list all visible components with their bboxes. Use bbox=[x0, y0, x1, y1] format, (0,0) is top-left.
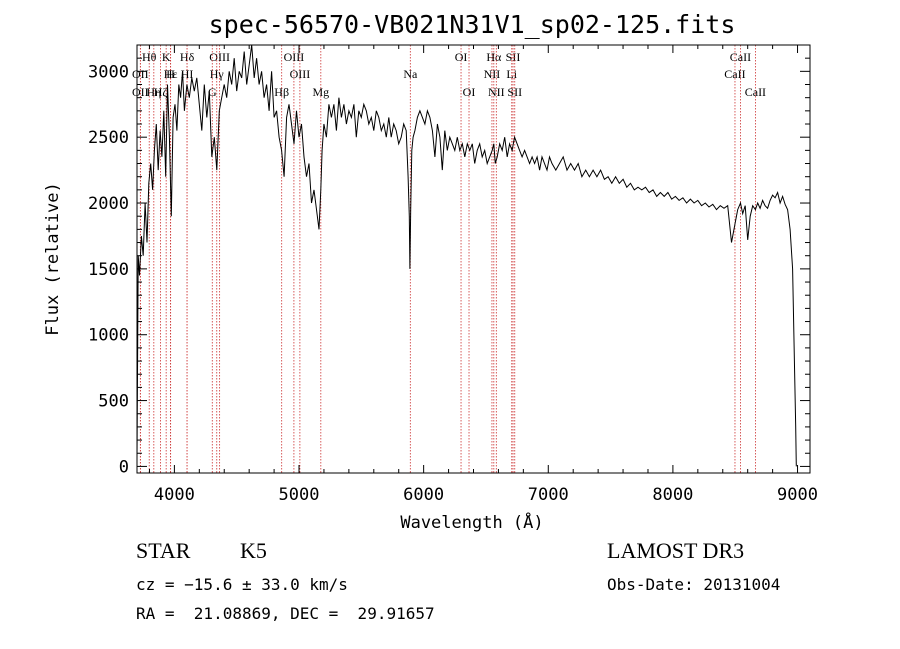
y-tick-label: 2500 bbox=[88, 128, 129, 148]
spectral-line-label: Hα bbox=[486, 50, 502, 64]
y-tick-label: 2000 bbox=[88, 194, 129, 214]
spectral-line-label: Hβ bbox=[274, 85, 289, 99]
x-tick-label: 7000 bbox=[528, 485, 569, 505]
spectral-line-label: SII bbox=[507, 85, 522, 99]
spectral-line-label: NII bbox=[488, 85, 505, 99]
object-subclass: K5 bbox=[240, 538, 267, 563]
spectral-line-label: Hζ bbox=[154, 85, 168, 99]
x-tick-label: 8000 bbox=[652, 485, 693, 505]
x-tick-label: 6000 bbox=[403, 485, 444, 505]
spectral-line-label: CaII bbox=[730, 50, 751, 64]
spectral-line-label: OIII bbox=[290, 67, 311, 81]
coordinates: RA = 21.08869, DEC = 29.91657 bbox=[136, 604, 435, 623]
spectral-line-label: Hε bbox=[164, 67, 178, 81]
spectral-line-label: Li bbox=[506, 67, 517, 81]
spectral-line-label: H bbox=[166, 67, 175, 81]
x-tick-label: 9000 bbox=[777, 485, 818, 505]
x-tick-label: 4000 bbox=[154, 485, 195, 505]
y-tick-label: 1500 bbox=[88, 260, 129, 280]
spectral-line-label: OI bbox=[455, 50, 468, 64]
x-tick-label: 5000 bbox=[279, 485, 320, 505]
y-axis-label: Flux (relative) bbox=[43, 182, 63, 336]
spectral-line-label: OIII bbox=[209, 50, 230, 64]
spectral-line-label: Hη bbox=[146, 85, 161, 99]
spectral-line-label: OII bbox=[132, 85, 149, 99]
spectral-line-label: CaII bbox=[745, 85, 766, 99]
spectral-line-label: Hθ bbox=[142, 50, 157, 64]
y-tick-label: 1000 bbox=[88, 326, 129, 346]
spectral-line-label: OI bbox=[463, 85, 476, 99]
spectral-line-label: OIII bbox=[284, 50, 305, 64]
y-tick-label: 500 bbox=[98, 392, 129, 412]
spectral-line-label: Hγ bbox=[210, 67, 225, 81]
object-class: STAR bbox=[136, 538, 191, 563]
spectral-line-label: SII bbox=[506, 50, 521, 64]
chart-title: spec-56570-VB021N31V1_sp02-125.fits bbox=[209, 10, 736, 39]
spectral-line-label: OII bbox=[132, 67, 149, 81]
axes-layer: 4000 5000 6000 7000 8000 9000 0 500 1000 1500 2000… bbox=[88, 45, 818, 505]
spectral-line-label: HI bbox=[181, 67, 194, 81]
spectral-line-label: G bbox=[208, 85, 217, 99]
spectral-line-label: CaII bbox=[724, 67, 745, 81]
spectral-line-label: Mg bbox=[312, 85, 329, 99]
spectral-line-label: Na bbox=[403, 67, 418, 81]
redshift-velocity: cz = −15.6 ± 33.0 km/s bbox=[136, 575, 348, 594]
y-tick-label: 0 bbox=[119, 457, 129, 477]
observation-date: Obs-Date: 20131004 bbox=[607, 575, 781, 594]
spectrum-layer bbox=[136, 44, 797, 467]
plot-frame bbox=[136, 44, 811, 474]
survey-name: LAMOST DR3 bbox=[607, 538, 745, 563]
y-tick-label: 3000 bbox=[88, 62, 129, 82]
spectral-line-label: K bbox=[162, 50, 171, 64]
spectrum-series-line bbox=[136, 44, 797, 467]
spectral-line-label: NII bbox=[484, 67, 501, 81]
x-axis-label: Wavelength (Å) bbox=[400, 511, 543, 533]
